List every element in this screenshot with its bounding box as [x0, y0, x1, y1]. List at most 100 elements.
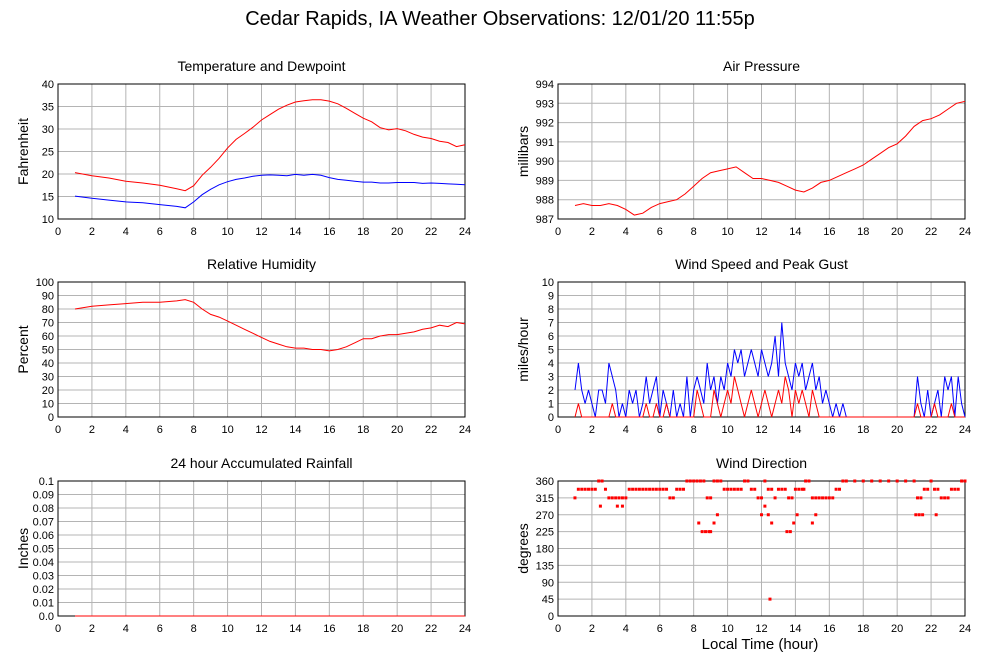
data-point — [838, 487, 842, 491]
x-tick-label: 4 — [123, 424, 129, 436]
data-point — [917, 513, 921, 517]
data-point — [766, 513, 770, 517]
y-tick-label: 20 — [42, 385, 54, 397]
y-tick-label: 987 — [536, 214, 554, 226]
y-tick-label: 990 — [536, 156, 554, 168]
y-tick-label: 360 — [536, 476, 554, 488]
x-tick-label: 24 — [959, 623, 971, 635]
data-point — [620, 504, 624, 508]
y-tick-label: 0.09 — [33, 490, 54, 502]
data-point — [919, 496, 923, 500]
data-point — [936, 487, 940, 491]
y-tick-label: 315 — [536, 493, 554, 505]
data-point — [763, 504, 767, 508]
y-axis-label: Percent — [15, 325, 31, 373]
y-tick-label: 0.06 — [33, 530, 54, 542]
data-point — [922, 487, 926, 491]
data-point — [637, 487, 641, 491]
data-point — [641, 487, 645, 491]
y-tick-label: 6 — [548, 331, 554, 343]
y-tick-label: 0.03 — [33, 571, 54, 583]
y-tick-label: 180 — [536, 544, 554, 556]
data-point — [895, 479, 899, 483]
data-point — [766, 487, 770, 491]
x-tick-label: 8 — [191, 226, 197, 238]
x-tick-label: 14 — [789, 424, 801, 436]
data-point — [783, 487, 787, 491]
data-point — [834, 487, 838, 491]
series-line-1 — [574, 376, 965, 418]
y-tick-label: 5 — [548, 345, 554, 357]
data-point — [844, 479, 848, 483]
x-tick-label: 6 — [157, 226, 163, 238]
x-tick-label: 12 — [255, 623, 267, 635]
data-point — [598, 504, 602, 508]
data-point — [597, 479, 601, 483]
y-tick-label: 0.01 — [33, 598, 54, 610]
data-point — [576, 487, 580, 491]
data-point — [916, 496, 920, 500]
x-tick-label: 14 — [289, 623, 301, 635]
y-axis-label: degrees — [515, 523, 531, 574]
x-tick-label: 0 — [555, 623, 561, 635]
data-point — [648, 487, 652, 491]
data-point — [736, 487, 740, 491]
data-point — [932, 487, 936, 491]
data-point — [861, 479, 865, 483]
data-point — [953, 487, 957, 491]
data-point — [593, 487, 597, 491]
y-tick-label: 100 — [36, 277, 54, 289]
data-point — [760, 513, 763, 517]
data-point — [821, 496, 825, 500]
data-point — [804, 479, 808, 483]
y-tick-label: 30 — [42, 124, 54, 136]
data-point — [729, 487, 733, 491]
x-tick-label: 6 — [657, 424, 663, 436]
data-point — [617, 496, 621, 500]
series-line-0 — [574, 100, 966, 216]
data-point — [943, 496, 947, 500]
data-point — [760, 496, 763, 500]
x-tick-label: 24 — [959, 424, 971, 436]
data-point — [644, 487, 648, 491]
x-tick-label: 16 — [323, 623, 335, 635]
y-tick-label: 270 — [536, 510, 554, 522]
y-tick-label: 0 — [548, 412, 554, 424]
x-tick-label: 22 — [925, 623, 937, 635]
x-tick-label: 4 — [123, 623, 129, 635]
x-tick-label: 22 — [425, 424, 437, 436]
data-point — [887, 479, 891, 483]
data-point — [615, 504, 619, 508]
data-point — [824, 496, 828, 500]
data-point — [790, 496, 794, 500]
data-point — [770, 487, 774, 491]
x-tick-label: 14 — [289, 226, 301, 238]
y-tick-label: 0.07 — [33, 517, 54, 529]
y-tick-label: 40 — [42, 358, 54, 370]
chart-title: Air Pressure — [723, 58, 800, 74]
data-point — [800, 487, 804, 491]
data-point — [749, 487, 753, 491]
x-tick-label: 16 — [823, 424, 835, 436]
y-tick-label: 1 — [548, 399, 554, 411]
data-point — [712, 479, 716, 483]
data-point — [768, 597, 772, 601]
y-axis-label: millibars — [515, 126, 531, 177]
x-tick-label: 10 — [721, 226, 733, 238]
data-point — [763, 479, 767, 483]
x-tick-label: 24 — [459, 226, 471, 238]
data-point — [695, 479, 699, 483]
data-point — [929, 479, 933, 483]
data-point — [739, 487, 743, 491]
data-point — [610, 496, 614, 500]
data-point — [853, 479, 857, 483]
data-point — [963, 479, 967, 483]
y-tick-label: 80 — [42, 304, 54, 316]
data-point — [651, 487, 655, 491]
x-tick-label: 16 — [323, 226, 335, 238]
